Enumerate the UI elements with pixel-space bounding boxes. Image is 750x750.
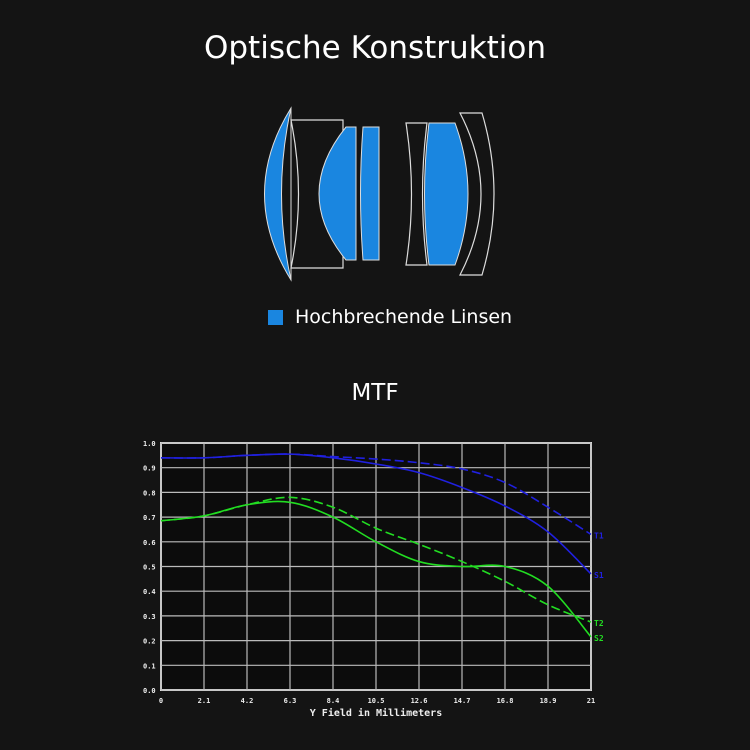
legend: Hochbrechende Linsen bbox=[268, 306, 512, 328]
series-line-t2 bbox=[160, 496, 592, 623]
series-line-s2 bbox=[160, 500, 592, 638]
y-tick-label: 0.9 bbox=[143, 465, 156, 473]
x-tick-label: 21 bbox=[587, 697, 595, 705]
y-tick-label: 0.3 bbox=[143, 613, 156, 621]
y-tick-label: 0.1 bbox=[143, 662, 156, 670]
lens-element-4 bbox=[360, 126, 380, 261]
x-tick-label: 16.8 bbox=[497, 697, 514, 705]
x-tick-label: 12.6 bbox=[411, 697, 428, 705]
x-tick-label: 0 bbox=[159, 697, 163, 705]
mtf-chart: 0 2.1 4.2 6.3 8.4 10.5 12.6 14.7 16.8 18.9 21 0.0 0.… bbox=[143, 440, 604, 719]
x-tick-label: 18.9 bbox=[540, 697, 557, 705]
legend-swatch bbox=[268, 309, 283, 325]
lens-element-1 bbox=[264, 106, 292, 282]
x-tick-label: 6.3 bbox=[284, 697, 297, 705]
chart-title: MTF bbox=[351, 380, 399, 406]
series-line-s1 bbox=[160, 453, 592, 575]
y-tick-label: 0.8 bbox=[143, 489, 156, 497]
series-label-t1: T1 bbox=[594, 531, 604, 540]
lens-element-3 bbox=[318, 126, 357, 261]
series-label-s2: S2 bbox=[594, 634, 604, 643]
y-tick-label: 1.0 bbox=[143, 440, 156, 448]
lens-element-7 bbox=[424, 122, 469, 266]
series-label-t2: T2 bbox=[594, 619, 604, 628]
lens-element-8 bbox=[459, 112, 495, 276]
series-label-s1: S1 bbox=[594, 571, 604, 580]
legend-label: Hochbrechende Linsen bbox=[295, 306, 513, 328]
y-tick-label: 0.7 bbox=[143, 514, 156, 522]
x-tick-label: 4.2 bbox=[241, 697, 254, 705]
x-tick-label: 10.5 bbox=[368, 697, 385, 705]
x-tick-label: 14.7 bbox=[454, 697, 471, 705]
y-tick-label: 0.0 bbox=[143, 687, 156, 695]
lens-diagram bbox=[264, 106, 495, 282]
y-tick-label: 0.2 bbox=[143, 638, 156, 646]
y-tick-label: 0.5 bbox=[143, 564, 156, 572]
y-tick-label: 0.4 bbox=[143, 588, 156, 596]
x-tick-label: 2.1 bbox=[198, 697, 211, 705]
y-tick-label: 0.6 bbox=[143, 539, 156, 547]
x-axis-label: Y Field in Millimeters bbox=[310, 707, 442, 719]
page-title: Optische Konstruktion bbox=[203, 30, 547, 66]
lens-element-6 bbox=[405, 122, 428, 266]
x-tick-label: 8.4 bbox=[327, 697, 340, 705]
